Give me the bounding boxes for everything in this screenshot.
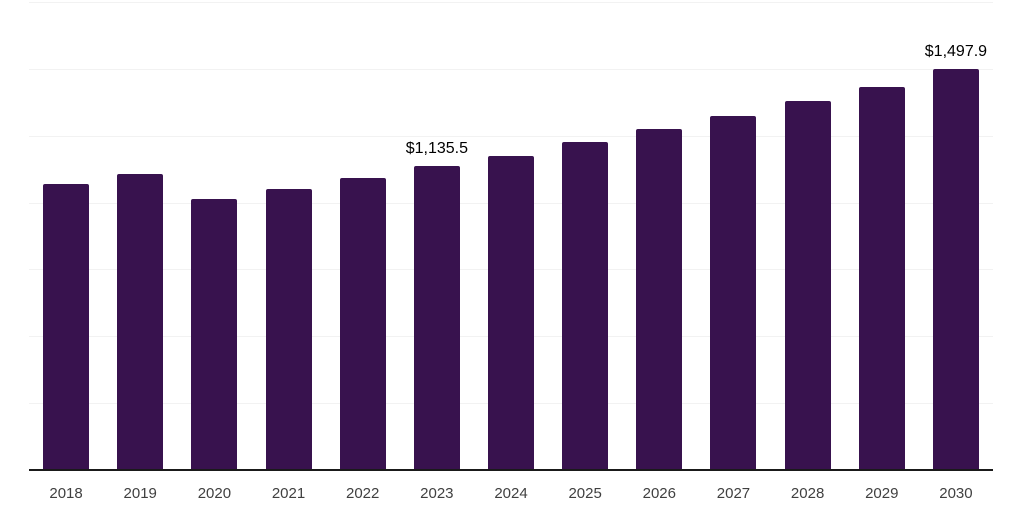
x-axis-label-2027: 2027 <box>716 485 751 502</box>
x-axis-label-2028: 2028 <box>790 485 825 502</box>
bar-2030[interactable] <box>932 69 979 470</box>
gridline <box>29 68 993 70</box>
bar-2023[interactable] <box>413 166 460 470</box>
bar-2022[interactable] <box>339 177 386 470</box>
x-axis-label-2026: 2026 <box>642 485 676 502</box>
data-label-2023: $1,135.5 <box>405 140 468 158</box>
x-axis-label-2022: 2022 <box>346 485 380 502</box>
x-axis-label-2018: 2018 <box>49 485 83 502</box>
bar-2027[interactable] <box>710 115 757 470</box>
bar-2020[interactable] <box>191 199 238 470</box>
x-axis-label-2030: 2030 <box>939 485 973 502</box>
bar-2021[interactable] <box>265 189 312 470</box>
x-axis-line <box>29 469 993 471</box>
x-axis-label-2029: 2029 <box>865 485 899 502</box>
x-axis-label-2025: 2025 <box>568 485 602 502</box>
x-axis-label-2024: 2024 <box>494 485 528 502</box>
bar-2026[interactable] <box>636 129 683 470</box>
data-label-2030: $1,497.9 <box>924 43 988 61</box>
gridline <box>29 135 993 137</box>
x-axis-label-2020: 2020 <box>197 485 232 502</box>
x-axis-label-2021: 2021 <box>271 485 306 502</box>
bar-2024[interactable] <box>488 155 534 470</box>
bar-2025[interactable] <box>562 141 609 470</box>
gridline <box>29 2 993 3</box>
x-axis-label-2023: 2023 <box>420 485 454 502</box>
bar-2029[interactable] <box>858 86 905 470</box>
bar-2028[interactable] <box>784 100 831 470</box>
x-axis-label-2019: 2019 <box>123 485 157 502</box>
bar-2019[interactable] <box>117 174 164 470</box>
bar-2018[interactable] <box>43 184 90 470</box>
